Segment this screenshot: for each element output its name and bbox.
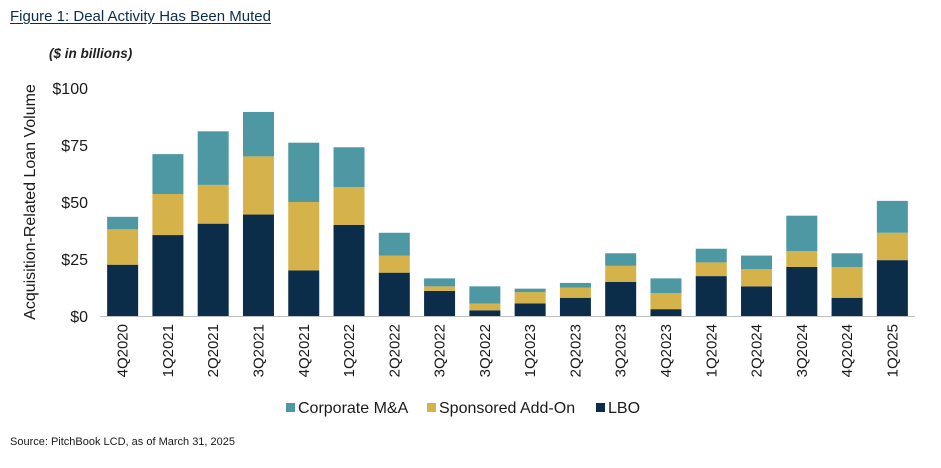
x-tick-label: 1Q2022: [341, 324, 358, 377]
bars: [107, 111, 908, 316]
bar-segment-sponsored-add-on: [197, 184, 229, 224]
bar-segment-sponsored-add-on: [107, 229, 139, 265]
bar-segment-corporate-m-a: [605, 253, 637, 266]
bar-segment-corporate-m-a: [831, 253, 863, 267]
x-tick-label: 1Q2025: [884, 324, 901, 377]
bar-segment-sponsored-add-on: [650, 293, 682, 310]
bar-segment-sponsored-add-on: [333, 187, 365, 225]
legend-label: Corporate M&A: [298, 400, 409, 417]
bar-segment-corporate-m-a: [197, 131, 229, 185]
x-tick-label: 2Q2022: [386, 324, 403, 377]
bar-segment-lbo: [514, 303, 546, 316]
bar-segment-corporate-m-a: [514, 288, 546, 293]
bar-segment-sponsored-add-on: [242, 156, 274, 215]
bar-segment-lbo: [242, 214, 274, 316]
bar-segment-lbo: [831, 297, 863, 316]
bar-segment-corporate-m-a: [650, 278, 682, 294]
bar-segment-lbo: [469, 310, 501, 316]
bar-segment-lbo: [650, 309, 682, 316]
x-axis: 4Q2020 1Q2021 2Q2021 3Q2021 4Q2021 1Q2022 2Q20…: [100, 316, 915, 377]
bar-segment-sponsored-add-on: [876, 232, 908, 261]
y-tick-label: $50: [61, 195, 88, 212]
bar-segment-lbo: [378, 272, 410, 316]
bar-segment-sponsored-add-on: [559, 287, 591, 298]
bar-segment-sponsored-add-on: [378, 255, 410, 273]
x-tick-label: 2Q2023: [567, 324, 584, 377]
bar-segment-corporate-m-a: [469, 286, 501, 304]
x-tick-label: 3Q2021: [250, 324, 267, 377]
bar-segment-sponsored-add-on: [786, 251, 818, 267]
legend-swatch: [427, 403, 436, 412]
y-tick-label: $100: [52, 81, 88, 98]
x-tick-label: 2Q2021: [205, 324, 222, 377]
x-tick-label: 4Q2024: [839, 324, 856, 377]
y-tick-label: $75: [61, 138, 88, 155]
legend: Corporate M&A Sponsored Add-On LBO: [286, 400, 640, 417]
legend-label: Sponsored Add-On: [439, 400, 575, 417]
bar-segment-lbo: [876, 260, 908, 316]
y-axis: $0 $25 $50 $75 $100: [52, 81, 88, 326]
bar-segment-lbo: [107, 264, 139, 316]
bar-segment-lbo: [605, 281, 637, 316]
bar-segment-corporate-m-a: [876, 200, 908, 233]
bar-segment-sponsored-add-on: [469, 303, 501, 311]
bar-segment-sponsored-add-on: [288, 202, 320, 271]
bar-segment-lbo: [333, 224, 365, 316]
bar-segment-lbo: [288, 270, 320, 316]
legend-swatch: [286, 403, 295, 412]
bar-segment-lbo: [695, 276, 727, 316]
x-tick-label: 3Q2023: [613, 324, 630, 377]
bar-segment-lbo: [424, 290, 456, 316]
bar-segment-lbo: [786, 266, 818, 316]
x-tick-label: 1Q2024: [703, 324, 720, 377]
bar-segment-lbo: [152, 235, 184, 316]
y-tick-label: $25: [61, 252, 88, 269]
bar-segment-corporate-m-a: [152, 154, 184, 195]
source-note: Source: PitchBook LCD, as of March 31, 2…: [10, 436, 236, 448]
bar-segment-sponsored-add-on: [695, 262, 727, 277]
y-tick-label: $0: [70, 309, 88, 326]
bar-segment-lbo: [559, 297, 591, 316]
bar-segment-corporate-m-a: [333, 147, 365, 188]
bar-segment-sponsored-add-on: [831, 266, 863, 298]
x-tick-label: 3Q2024: [794, 324, 811, 377]
bar-segment-corporate-m-a: [288, 142, 320, 202]
x-tick-label: 2Q2024: [749, 324, 766, 377]
x-tick-label: 4Q2023: [658, 324, 675, 377]
bar-segment-corporate-m-a: [242, 111, 274, 157]
x-tick-label: 4Q2021: [296, 324, 313, 377]
bar-segment-corporate-m-a: [107, 216, 139, 230]
legend-swatch: [596, 403, 605, 412]
bar-segment-corporate-m-a: [786, 215, 818, 252]
bar-segment-corporate-m-a: [378, 232, 410, 256]
bar-segment-corporate-m-a: [424, 278, 456, 287]
legend-label: LBO: [608, 400, 640, 417]
bar-segment-corporate-m-a: [559, 282, 591, 288]
bar-segment-lbo: [741, 286, 773, 316]
bar-segment-sponsored-add-on: [514, 292, 546, 304]
x-tick-label: 3Q2022: [477, 324, 494, 377]
bar-segment-lbo: [197, 223, 229, 316]
x-tick-label: 4Q2020: [115, 324, 132, 377]
units-note: ($ in billions): [49, 46, 133, 61]
x-tick-label: 3Q2022: [432, 324, 449, 377]
bar-segment-sponsored-add-on: [741, 269, 773, 287]
bar-segment-corporate-m-a: [695, 248, 727, 263]
bar-segment-sponsored-add-on: [605, 265, 637, 282]
y-axis-title: Acquisition-Related Loan Volume: [22, 84, 39, 320]
bar-segment-sponsored-add-on: [152, 194, 184, 236]
bar-segment-corporate-m-a: [741, 255, 773, 270]
figure-title: Figure 1: Deal Activity Has Been Muted: [10, 8, 271, 25]
bar-segment-sponsored-add-on: [424, 286, 456, 291]
x-tick-label: 1Q2021: [160, 324, 177, 377]
x-tick-label: 1Q2023: [522, 324, 539, 377]
